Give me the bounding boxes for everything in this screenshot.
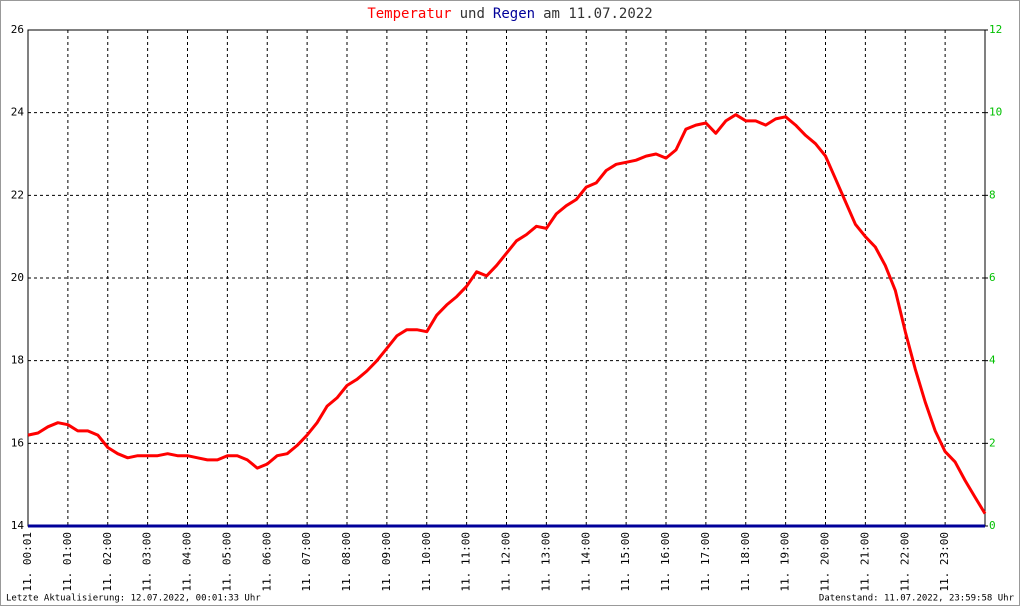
title-part: Temperatur [367,6,451,22]
x-tick-label: 11. 14:00 [579,532,592,592]
x-tick-label: 11. 12:00 [500,532,513,592]
x-tick-label: 11. 15:00 [619,532,632,592]
x-tick-label: 11. 00:01 [21,532,34,592]
x-tick-label: 11. 08:00 [340,532,353,592]
y-tick-label: 20 [11,271,24,284]
x-tick-label: 11. 07:00 [300,532,313,592]
footer-right: Datenstand: 11.07.2022, 23:59:58 Uhr [819,594,1015,604]
y2-tick-label: 6 [989,271,996,284]
x-tick-label: 11. 21:00 [858,532,871,592]
y-tick-label: 22 [11,188,24,201]
y-tick-label: 24 [11,106,25,119]
x-tick-label: 11. 13:00 [539,532,552,592]
series-line [27,113,987,515]
x-tick-label: 11. 18:00 [739,532,752,592]
y2-tick-label: 2 [989,436,996,449]
x-tick-label: 11. 17:00 [699,532,712,592]
x-tick-label: 11. 19:00 [779,532,792,592]
chart-title: Temperatur und Regen am 11.07.2022 [367,6,652,22]
title-part: Regen [493,6,535,22]
x-tick-label: 11. 20:00 [819,532,832,592]
y2-tick-label: 0 [989,519,996,532]
title-part: am 11.07.2022 [543,6,653,22]
y-tick-label: 18 [11,354,24,367]
title-part: und [460,6,485,22]
y-tick-label: 26 [11,23,24,36]
x-tick-label: 11. 10:00 [420,532,433,592]
y2-tick-label: 4 [989,354,996,367]
x-tick-label: 11. 01:00 [61,532,74,592]
y2-tick-label: 8 [989,188,996,201]
x-tick-label: 11. 23:00 [938,532,951,592]
y2-tick-label: 10 [989,106,1002,119]
x-tick-label: 11. 05:00 [220,532,233,592]
y-tick-label: 16 [11,436,24,449]
x-tick-label: 11. 16:00 [659,532,672,592]
x-tick-label: 11. 03:00 [141,532,154,592]
x-tick-label: 11. 22:00 [898,532,911,592]
x-tick-label: 11. 06:00 [260,532,273,592]
y-tick-label: 14 [11,519,25,532]
y2-tick-label: 12 [989,23,1002,36]
x-tick-label: 11. 04:00 [181,532,194,592]
x-tick-label: 11. 02:00 [101,532,114,592]
x-tick-label: 11. 11:00 [460,532,473,592]
x-tick-label: 11. 09:00 [380,532,393,592]
footer-left: Letzte Aktualisierung: 12.07.2022, 00:01… [6,594,261,604]
